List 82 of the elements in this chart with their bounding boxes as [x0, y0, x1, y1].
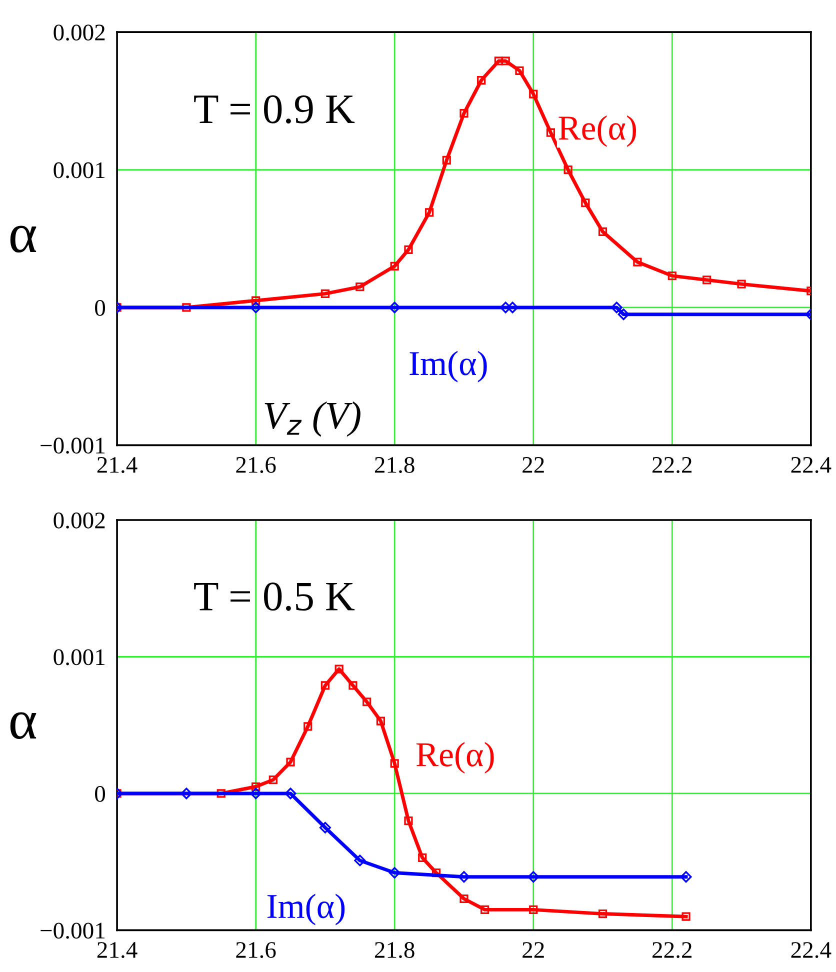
x-tick-label: 22.2 [652, 942, 692, 958]
text: T = 0.5 K [194, 582, 355, 611]
point [546, 128, 556, 137]
series-label: Re(α) [558, 115, 636, 147]
y-axis-title: α [10, 712, 36, 740]
point [494, 56, 503, 66]
point [501, 56, 510, 66]
point [564, 165, 572, 174]
y-tick-label: 0.001 [54, 162, 105, 178]
point [216, 789, 226, 798]
point [180, 788, 192, 800]
point [680, 871, 692, 883]
point [581, 198, 590, 208]
point [458, 871, 470, 883]
point [618, 308, 630, 320]
x-tick-label: 21.4 [97, 942, 138, 958]
point [354, 854, 366, 866]
y-axis-title: α [10, 226, 36, 253]
point [404, 816, 413, 826]
point [737, 280, 746, 288]
x-tick-label: 22 [522, 942, 544, 958]
point [250, 302, 262, 314]
point [388, 867, 400, 879]
x-tick-label: 21.4 [97, 457, 138, 474]
point [598, 909, 608, 918]
point [362, 698, 372, 706]
point [529, 90, 538, 98]
x-tick-label: 22.4 [791, 457, 832, 474]
x-tick-label: 22.2 [652, 457, 692, 474]
point [668, 272, 676, 280]
point [252, 782, 260, 791]
point [348, 681, 358, 690]
point [268, 775, 278, 784]
x-tick-label: 21.6 [236, 457, 276, 474]
point [320, 289, 330, 298]
point [320, 681, 330, 690]
x-axis-title: V$_{z}$ (V) [264, 401, 360, 437]
point [633, 258, 642, 266]
point [529, 905, 538, 914]
series-label: Im(α) [410, 350, 487, 382]
point [424, 208, 434, 217]
x-tick-label: 22.4 [791, 942, 832, 958]
point [250, 788, 262, 800]
point [390, 262, 399, 270]
point [480, 905, 490, 914]
y-tick-label: 0 [95, 786, 106, 802]
point [682, 912, 690, 921]
point [460, 894, 468, 904]
point [418, 853, 427, 862]
y-tick-label: 0.002 [54, 512, 105, 529]
point [304, 722, 312, 731]
point [286, 758, 295, 766]
point [528, 871, 540, 883]
point [284, 788, 296, 800]
point [376, 716, 386, 726]
point [460, 109, 468, 118]
text: T = 0.9 K [194, 95, 355, 124]
point [515, 66, 524, 75]
y-tick-label: 0.002 [54, 24, 105, 41]
y-tick-label: 0 [95, 300, 106, 316]
y-tick-label: 0.001 [54, 649, 105, 666]
x-tick-label: 21.8 [374, 942, 414, 958]
point [702, 276, 712, 284]
point [610, 302, 622, 314]
x-tick-label: 21.8 [374, 456, 414, 474]
series-label: Im(α) [267, 894, 345, 926]
point [334, 664, 344, 674]
x-tick-label: 21.6 [236, 942, 276, 958]
y-tick-label: −0.001 [40, 922, 105, 939]
x-tick-label: 22 [522, 457, 544, 473]
point [404, 245, 413, 254]
point [390, 759, 399, 768]
point [319, 822, 331, 834]
point [388, 302, 400, 314]
y-tick-label: −0.001 [40, 438, 105, 454]
point [598, 227, 608, 236]
point [442, 156, 451, 164]
point [356, 282, 364, 292]
point [252, 296, 260, 305]
point [477, 76, 486, 85]
point [182, 303, 191, 312]
series-label: Re(α) [416, 742, 494, 774]
